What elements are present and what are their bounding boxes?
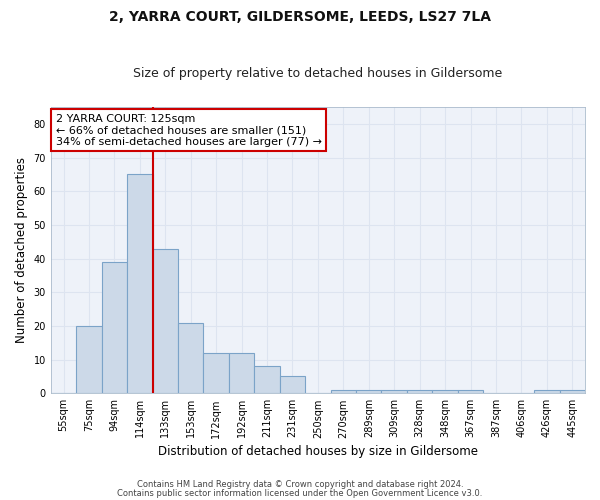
Bar xyxy=(76,326,101,394)
Text: 2 YARRA COURT: 125sqm
← 66% of detached houses are smaller (151)
34% of semi-det: 2 YARRA COURT: 125sqm ← 66% of detached … xyxy=(56,114,322,147)
Bar xyxy=(433,390,458,394)
Bar xyxy=(178,322,203,394)
Bar xyxy=(407,390,433,394)
Title: Size of property relative to detached houses in Gildersome: Size of property relative to detached ho… xyxy=(133,66,503,80)
Text: Contains HM Land Registry data © Crown copyright and database right 2024.: Contains HM Land Registry data © Crown c… xyxy=(137,480,463,489)
Bar xyxy=(127,174,152,394)
Bar xyxy=(101,262,127,394)
Bar xyxy=(534,390,560,394)
Bar xyxy=(331,390,356,394)
Bar xyxy=(203,353,229,394)
Bar xyxy=(382,390,407,394)
Text: Contains public sector information licensed under the Open Government Licence v3: Contains public sector information licen… xyxy=(118,489,482,498)
Text: 2, YARRA COURT, GILDERSOME, LEEDS, LS27 7LA: 2, YARRA COURT, GILDERSOME, LEEDS, LS27 … xyxy=(109,10,491,24)
Bar xyxy=(229,353,254,394)
Bar xyxy=(356,390,382,394)
Y-axis label: Number of detached properties: Number of detached properties xyxy=(15,157,28,343)
Bar xyxy=(152,248,178,394)
Bar xyxy=(280,376,305,394)
X-axis label: Distribution of detached houses by size in Gildersome: Distribution of detached houses by size … xyxy=(158,444,478,458)
Bar xyxy=(254,366,280,394)
Bar xyxy=(560,390,585,394)
Bar xyxy=(458,390,483,394)
